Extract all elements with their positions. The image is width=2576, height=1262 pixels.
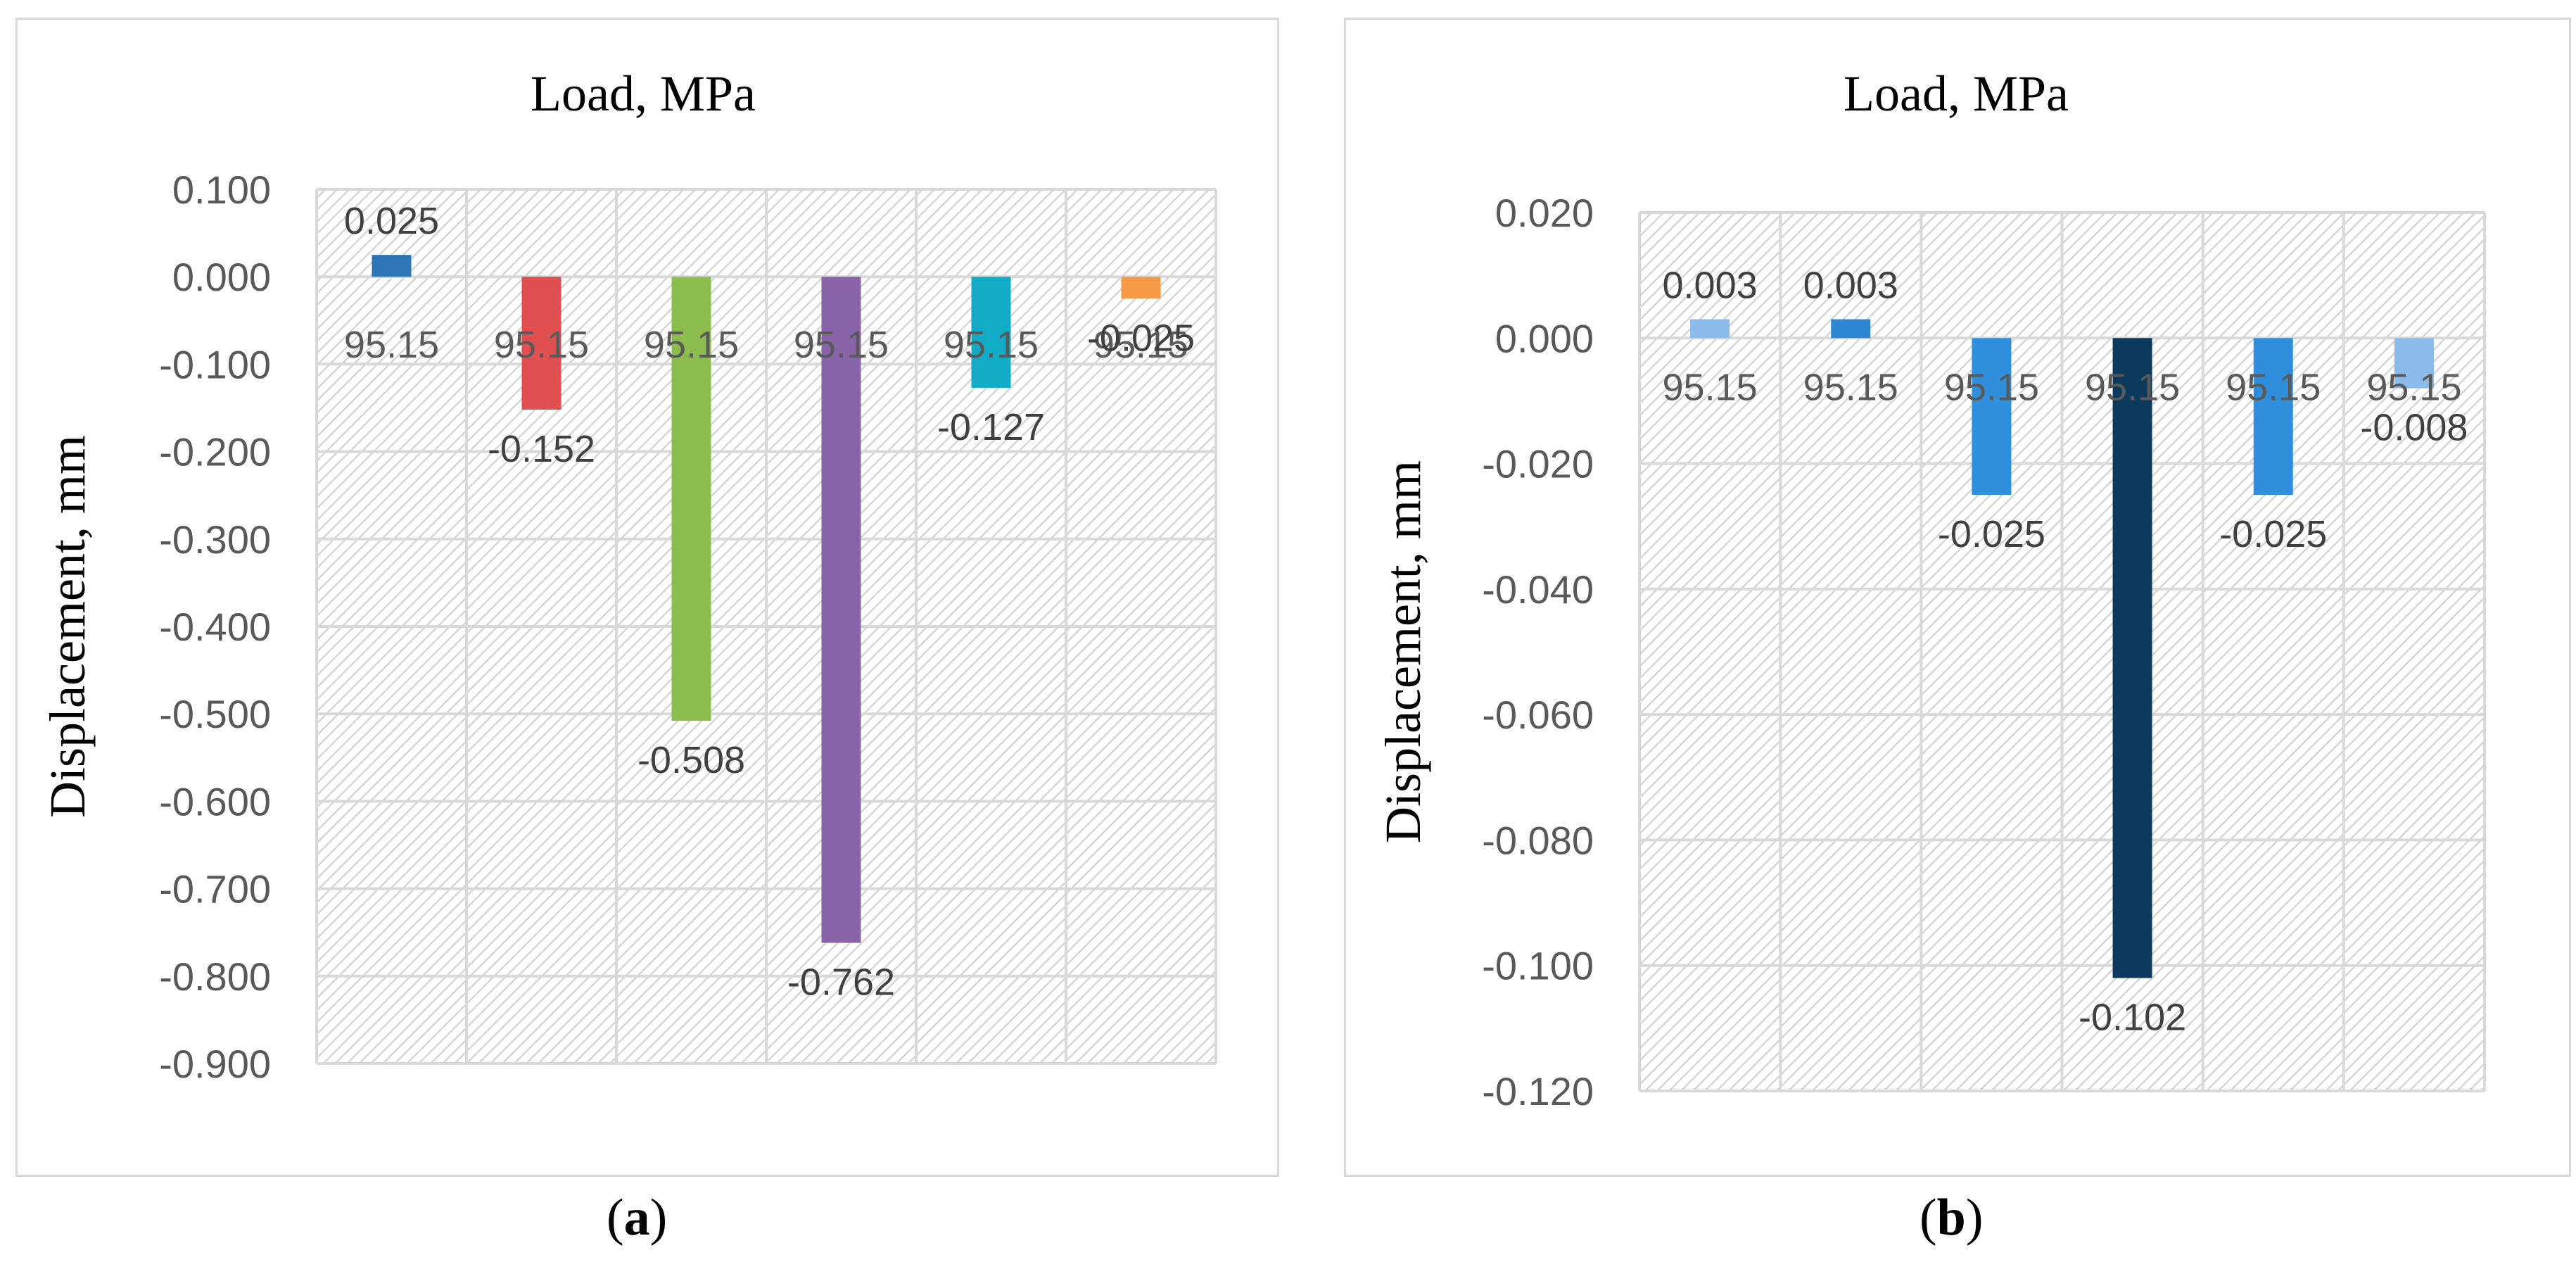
chart-a-ytick-6: -0.500 [159,692,271,736]
chart-b-bar-4 [2253,338,2293,496]
chart-b-value-label-1: 0.003 [1803,265,1898,307]
chart-a-ytick-1: 0.000 [172,255,271,299]
chart-b-bar-3 [2112,338,2152,978]
chart-b-ytick-5: -0.080 [1482,818,1594,862]
chart-a-ylabel: Displacement, mm [39,435,96,818]
chart-a-bar-0 [372,255,412,277]
chart-a-ytick-9: -0.800 [159,954,271,999]
chart-b-bar-0 [1690,319,1730,339]
chart-a-ytick-2: -0.100 [159,342,271,386]
chart-a-ytick-3: -0.200 [159,430,271,474]
chart-b-ytick-0: 0.020 [1495,191,1594,235]
chart-a-ytick-7: -0.600 [159,779,271,824]
chart-b-value-label-3: -0.102 [2079,997,2186,1039]
chart-a-bar-4 [971,277,1011,388]
chart-a-category-1: 95.15 [494,324,589,366]
chart-a-category-3: 95.15 [794,324,889,366]
chart-a-ytick-10: -0.900 [159,1042,271,1086]
chart-b-ytick-3: -0.040 [1482,567,1594,612]
chart-a-category-2: 95.15 [644,324,739,366]
chart-b-category-1: 95.15 [1803,366,1898,408]
chart-b-category-5: 95.15 [2366,366,2461,408]
chart-b-ytick-2: -0.020 [1482,442,1594,486]
chart-b-bar-5 [2394,338,2434,389]
chart-a-ytick-8: -0.700 [159,867,271,911]
chart-a-ytick-0: 0.100 [172,168,271,212]
chart-a-value-label-3: -0.762 [787,961,895,1004]
chart-a-category-0: 95.15 [344,324,439,366]
caption-b-letter: b [1936,1189,1966,1247]
chart-a-value-label-5: -0.025 [1087,317,1195,359]
chart-b-ytick-4: -0.060 [1482,693,1594,737]
chart-a-value-label-0: 0.025 [344,200,439,242]
chart-b-bar-1 [1831,319,1871,339]
chart-b-ytick-6: -0.100 [1482,944,1594,988]
chart-b-category-0: 95.15 [1663,366,1758,408]
chart-a-bar-5 [1121,277,1161,299]
caption-a-open: ( [607,1189,624,1247]
chart-a-category-4: 95.15 [944,324,1039,366]
chart-b-category-2: 95.15 [1944,366,2039,408]
chart-b-value-label-4: -0.025 [2219,513,2327,555]
chart-b-category-3: 95.15 [2085,366,2180,408]
chart-b-category-4: 95.15 [2226,366,2321,408]
chart-b-bar-2 [1972,338,2012,496]
caption-a-close: ) [649,1189,668,1247]
caption-b-open: ( [1920,1189,1937,1247]
chart-b-value-label-5: -0.008 [2360,407,2468,449]
chart-b-ytick-1: 0.000 [1495,316,1594,360]
chart-b-ylabel: Displacement, mm [1375,460,1431,843]
chart-a-value-label-2: -0.508 [637,739,745,781]
chart-a-bar-3 [821,277,861,943]
chart-b-value-label-0: 0.003 [1663,265,1758,307]
chart-b-ytick-7: -0.120 [1482,1069,1594,1113]
chart-a-title: Load, MPa [531,65,756,122]
chart-b-value-label-2: -0.025 [1938,513,2045,555]
chart-a-ytick-4: -0.300 [159,517,271,562]
caption-a: (a) [607,1188,667,1248]
chart-a-ytick-5: -0.400 [159,605,271,649]
caption-b: (b) [1920,1188,1983,1248]
caption-b-close: ) [1965,1189,1984,1247]
chart-b-title: Load, MPa [1844,65,2069,122]
caption-a-letter: a [623,1189,650,1247]
chart-a-value-label-4: -0.127 [937,406,1045,448]
chart-a-category-5: 95.15 [1093,324,1188,366]
chart-a-value-label-1: -0.152 [488,428,595,470]
chart-a-bar-2 [671,277,711,721]
chart-a-bar-1 [521,277,561,410]
